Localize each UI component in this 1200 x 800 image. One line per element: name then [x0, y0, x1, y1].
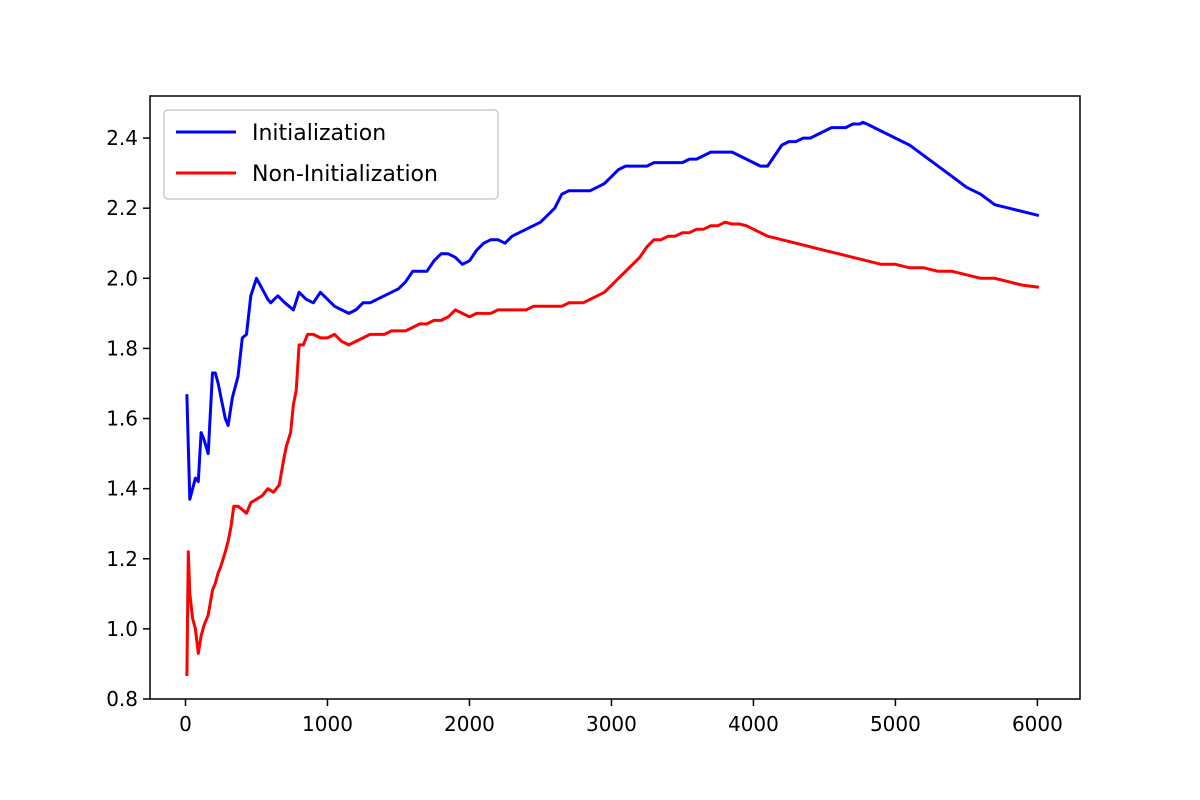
plot-frame	[149, 95, 1081, 700]
legend: Initialization Non-Initialization	[163, 109, 499, 200]
y-tick-label: 1.6	[106, 407, 138, 431]
x-tick-label: 4000	[728, 712, 779, 736]
y-tick-label: 1.2	[106, 547, 138, 571]
series-line-non-initialization	[185, 220, 1040, 677]
x-tick-label: 1000	[302, 712, 353, 736]
y-tick-label: 1.4	[106, 477, 138, 501]
x-tick-label: 6000	[1012, 712, 1063, 736]
x-axis: 0 1000 2000 3000 4000 5000 6000	[179, 699, 1063, 736]
x-tick-label: 0	[179, 712, 192, 736]
y-tick-label: 1.0	[106, 617, 138, 641]
y-tick-label: 0.8	[106, 687, 138, 711]
y-axis: 0.8 1.0 1.2 1.4 1.6 1.8 2.0 2.2 2.4	[106, 126, 150, 711]
plot-lines	[185, 120, 1040, 677]
x-tick-label: 3000	[586, 712, 637, 736]
legend-label-initialization: Initialization	[252, 121, 386, 146]
y-tick-label: 2.2	[106, 196, 138, 220]
legend-box	[163, 109, 499, 200]
y-tick-label: 2.0	[106, 266, 138, 290]
y-tick-label: 1.8	[106, 336, 138, 360]
legend-label-non-initialization: Non-Initialization	[252, 162, 438, 187]
x-tick-label: 2000	[444, 712, 495, 736]
y-tick-label: 2.4	[106, 126, 138, 150]
x-tick-label: 5000	[870, 712, 921, 736]
series-line-initialization	[185, 120, 1040, 501]
